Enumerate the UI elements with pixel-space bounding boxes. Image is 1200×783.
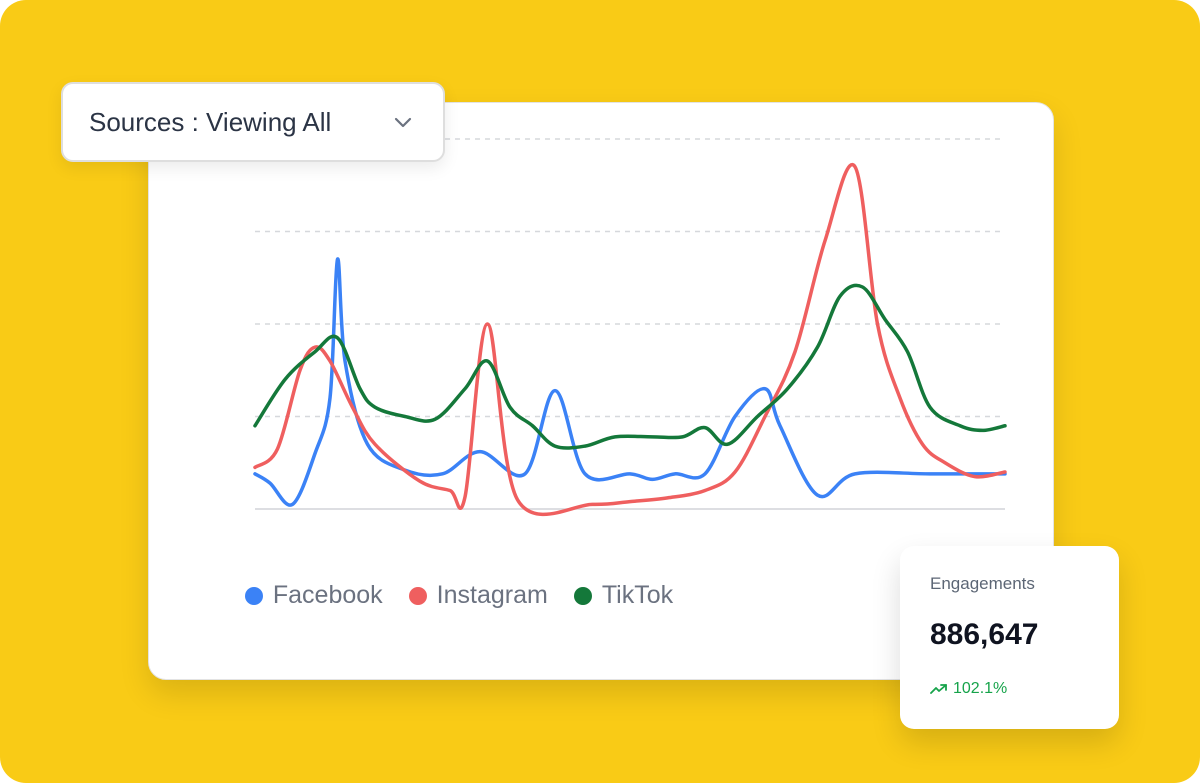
legend-dot-facebook	[244, 586, 263, 605]
series-line-tiktok	[253, 283, 1007, 450]
legend-dot-instagram	[408, 586, 427, 605]
series-line-facebook	[253, 257, 1007, 507]
chart-card: Facebook Instagram TikTok	[148, 102, 1054, 680]
stat-value: 886,647	[930, 618, 1039, 651]
chart-legend: Facebook Instagram TikTok	[149, 581, 769, 610]
sources-dropdown[interactable]: Sources : Viewing All	[61, 82, 445, 162]
engagements-card: Engagements 886,647 102.1%	[900, 546, 1119, 729]
legend-label-instagram: Instagram	[436, 581, 548, 609]
legend-label-tiktok: TikTok	[601, 581, 674, 609]
legend-label-facebook: Facebook	[272, 581, 383, 609]
sources-dropdown-value: Sources : Viewing All	[89, 106, 332, 137]
trending-up-icon	[930, 684, 947, 694]
stat-change-value: 102.1%	[953, 680, 1008, 697]
legend-item-facebook[interactable]: Facebook	[244, 581, 383, 610]
stat-change: 102.1%	[930, 680, 1007, 698]
legend-item-instagram[interactable]: Instagram	[408, 581, 548, 610]
chevron-down-icon	[394, 117, 412, 128]
legend-dot-tiktok	[573, 586, 592, 605]
legend-item-tiktok[interactable]: TikTok	[573, 581, 674, 610]
stat-title: Engagements	[930, 574, 1035, 593]
series-line-instagram	[253, 162, 1007, 517]
line-chart	[253, 138, 1007, 517]
